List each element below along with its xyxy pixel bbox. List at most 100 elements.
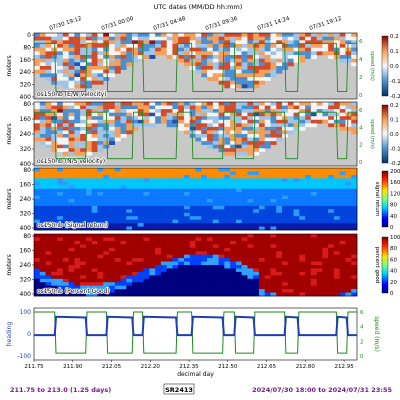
heatmap-cell — [97, 171, 104, 176]
heatmap-cell — [235, 265, 242, 269]
heatmap-cell — [143, 209, 150, 214]
heatmap-cell — [270, 292, 277, 297]
heatmap-cell — [108, 36, 116, 41]
heatmap-cell — [270, 33, 277, 37]
heatmap-cell — [258, 275, 266, 280]
heatmap-cell — [230, 137, 237, 142]
heatmap-cell — [85, 66, 92, 70]
heatmap-cell — [166, 192, 173, 196]
heatmap-cell — [264, 116, 271, 121]
heatmap-cell — [80, 171, 87, 176]
heatmap-cell — [218, 254, 225, 259]
heatmap-cell — [333, 168, 340, 172]
heatmap-cell — [183, 33, 191, 37]
heatmap-cell — [230, 58, 237, 63]
heatmap-cell — [282, 205, 289, 210]
heatmap-cell — [126, 251, 133, 255]
heatmap-cell — [57, 130, 64, 135]
heatmap-cell — [235, 205, 242, 210]
heatmap-cell — [310, 240, 317, 245]
heatmap-cell — [97, 271, 104, 276]
heatmap-cell — [85, 199, 92, 203]
heatmap-cell — [310, 212, 317, 217]
heatmap-cell — [305, 223, 312, 227]
heatmap-cell — [310, 289, 317, 293]
heatmap-cell — [114, 226, 121, 231]
heatmap-cell — [264, 102, 271, 106]
heatmap-cell — [39, 268, 46, 273]
heatmap-cell — [241, 216, 248, 220]
heatmap-cell — [345, 188, 352, 193]
heatmap-cell — [57, 123, 64, 128]
heatmap-cell — [160, 278, 167, 283]
heatmap-cell — [328, 171, 335, 176]
heatmap-cell — [137, 268, 144, 273]
heatmap-cell — [149, 247, 156, 252]
heatmap-cell — [126, 282, 133, 286]
heatmap-cell — [126, 123, 133, 128]
heatmap-cell — [322, 212, 329, 217]
heatmap-cell — [258, 44, 266, 48]
heatmap-cell — [276, 268, 283, 273]
heatmap-cell — [143, 251, 150, 255]
heatmap-cell — [85, 102, 92, 106]
heatmap-cell — [160, 44, 167, 48]
heatmap-cell — [282, 216, 289, 220]
heatmap-cell — [132, 188, 139, 193]
heatmap-cell — [247, 126, 254, 131]
heatmap-cell — [345, 216, 352, 220]
heatmap-cell — [235, 123, 242, 128]
heatmap-cell — [57, 36, 64, 41]
heatmap-cell — [80, 244, 87, 249]
heatmap-cell — [132, 174, 139, 179]
heatmap-cell — [172, 240, 179, 245]
heatmap-cell — [57, 254, 64, 259]
heatmap-cell — [126, 55, 133, 59]
heatmap-cell — [172, 226, 179, 231]
heatmap-cell — [143, 36, 150, 41]
heatmap-cell — [345, 282, 352, 286]
heatmap-cell — [80, 195, 87, 200]
heatmap-cell — [45, 212, 52, 217]
heatmap-cell — [351, 168, 358, 172]
heatmap-cell — [310, 247, 317, 252]
heatmap-cell — [264, 268, 271, 273]
heatmap-cell — [270, 192, 277, 196]
heatmap-cell — [34, 258, 41, 262]
heatmap-cell — [258, 40, 266, 45]
heatmap-cell — [258, 126, 266, 131]
heatmap-cell — [108, 33, 116, 37]
heatmap-cell — [166, 240, 173, 245]
heatmap-cell — [247, 181, 254, 186]
heatmap-cell — [172, 275, 179, 280]
heatmap-cell — [247, 33, 254, 37]
heatmap-cell — [212, 178, 219, 183]
heatmap-cell — [310, 105, 317, 110]
heatmap-cell — [241, 130, 248, 135]
heatmap-cell — [253, 285, 260, 290]
heatmap-cell — [178, 205, 185, 210]
heatmap-cell — [195, 223, 202, 227]
heatmap-cell — [235, 105, 242, 110]
heatmap-cell — [293, 185, 300, 189]
heatmap-cell — [97, 66, 104, 70]
heatmap-cell — [230, 62, 237, 67]
heatmap-cell — [201, 36, 208, 41]
heatmap-cell — [166, 174, 173, 179]
heatmap-cell — [108, 223, 116, 227]
heatmap-cell — [143, 188, 150, 193]
heatmap-cell — [282, 289, 289, 293]
heatmap-cell — [62, 188, 69, 193]
y-tick-label: 80 — [23, 44, 31, 51]
heatmap-cell — [293, 174, 300, 179]
heatmap-cell — [247, 278, 254, 283]
heatmap-cell — [80, 47, 87, 52]
heatmap-cell — [322, 289, 329, 293]
heatmap-cell — [310, 261, 317, 266]
heatmap-cell — [57, 137, 64, 142]
heatmap-cell — [155, 44, 162, 48]
heatmap-cell — [258, 51, 266, 56]
heatmap-cell — [114, 137, 121, 142]
heatmap-cell — [80, 292, 87, 297]
speed-line — [34, 311, 357, 354]
